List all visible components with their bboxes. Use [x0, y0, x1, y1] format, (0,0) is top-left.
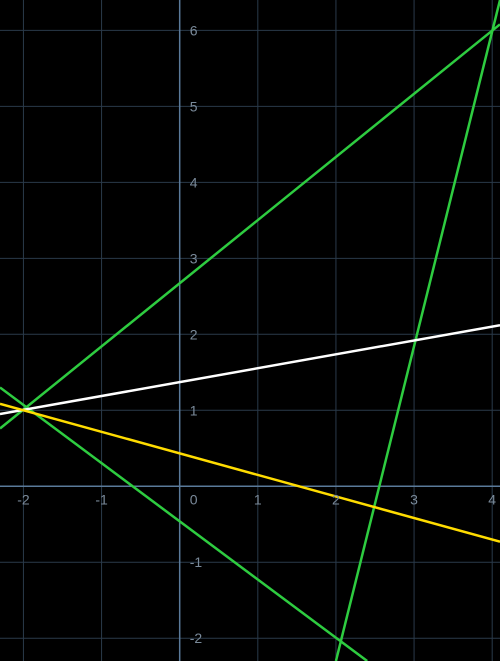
x-tick-label: 1 — [254, 491, 262, 507]
y-tick-label: -1 — [190, 554, 203, 570]
y-tick-label: 6 — [190, 22, 198, 38]
x-tick-label: -2 — [17, 491, 30, 507]
y-tick-label: 5 — [190, 98, 198, 114]
y-tick-label: 4 — [190, 174, 198, 190]
y-tick-label: -2 — [190, 630, 203, 646]
y-tick-label: 2 — [190, 326, 198, 342]
x-tick-label: -1 — [95, 491, 108, 507]
x-tick-label: 4 — [488, 491, 496, 507]
chart-svg: -2 -1 0 1 2 3 4 -2 -1 1 2 3 4 5 6 — [0, 0, 500, 661]
coordinate-chart: -2 -1 0 1 2 3 4 -2 -1 1 2 3 4 5 6 — [0, 0, 500, 661]
x-tick-label: 3 — [410, 491, 418, 507]
y-tick-label: 1 — [190, 402, 198, 418]
x-tick-label: 2 — [332, 491, 340, 507]
x-tick-label: 0 — [190, 491, 198, 507]
y-tick-label: 3 — [190, 250, 198, 266]
